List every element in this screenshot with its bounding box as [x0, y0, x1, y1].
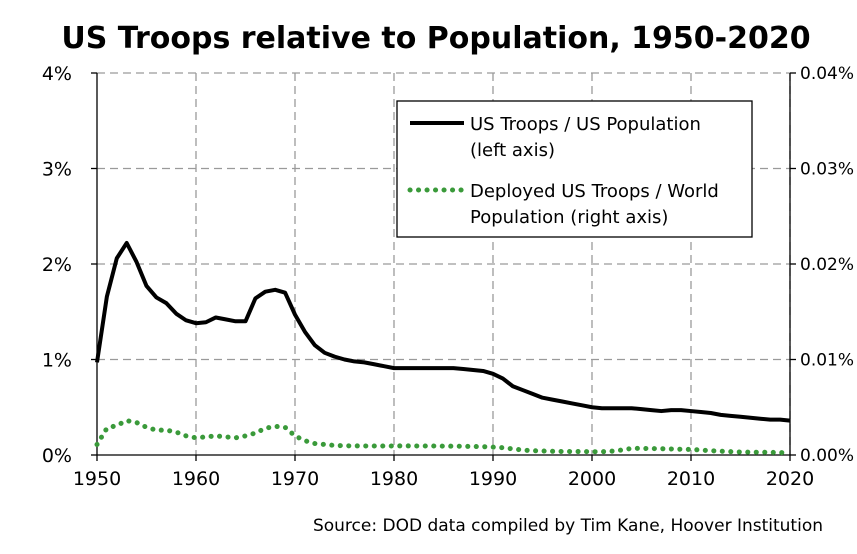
x-tick-label-1990: 1990: [469, 468, 517, 490]
axis-ticks: 1950 1960 1970 1980 1990 2000 2010 2020 0% 1% 2% 3%…: [42, 63, 854, 490]
y-right-tick-label-2: 0.02%: [800, 255, 854, 275]
series-layer: [94, 240, 793, 456]
y-left-tick-label-2: 2%: [42, 254, 72, 276]
x-tick-label-2010: 2010: [667, 468, 715, 490]
y-left-tick-label-0: 0%: [42, 445, 72, 467]
legend: US Troops / US Population (left axis) De…: [396, 100, 753, 238]
source-note: Source: DOD data compiled by Tim Kane, H…: [313, 516, 823, 536]
series-line-troops-us-pop: [95, 240, 791, 423]
x-tick-label-1950: 1950: [73, 468, 121, 490]
x-tick-label-2020: 2020: [766, 468, 814, 490]
x-tick-label-1970: 1970: [271, 468, 319, 490]
y-right-tick-label-1: 0.01%: [800, 351, 854, 371]
legend-label-deployed-world-pop-line1: Deployed US Troops / World: [470, 181, 719, 202]
y-right-tick-label-0: 0.00%: [800, 446, 854, 466]
y-left-tick-label-1: 1%: [42, 350, 72, 372]
y-right-tick-label-3: 0.03%: [800, 160, 854, 180]
chart-title: US Troops relative to Population, 1950-2…: [61, 21, 810, 56]
x-tick-label-2000: 2000: [568, 468, 616, 490]
y-right-tick-label-4: 0.04%: [800, 64, 854, 84]
legend-label-troops-us-pop-line1: US Troops / US Population: [470, 114, 701, 135]
y-left-tick-label-3: 3%: [42, 159, 72, 181]
series-line-deployed-world-pop: [94, 418, 793, 456]
legend-label-troops-us-pop-line2: (left axis): [470, 140, 555, 161]
legend-label-deployed-world-pop-line2: Population (right axis): [470, 207, 668, 228]
y-left-tick-label-4: 4%: [42, 63, 72, 85]
x-tick-label-1960: 1960: [172, 468, 220, 490]
x-tick-label-1980: 1980: [370, 468, 418, 490]
